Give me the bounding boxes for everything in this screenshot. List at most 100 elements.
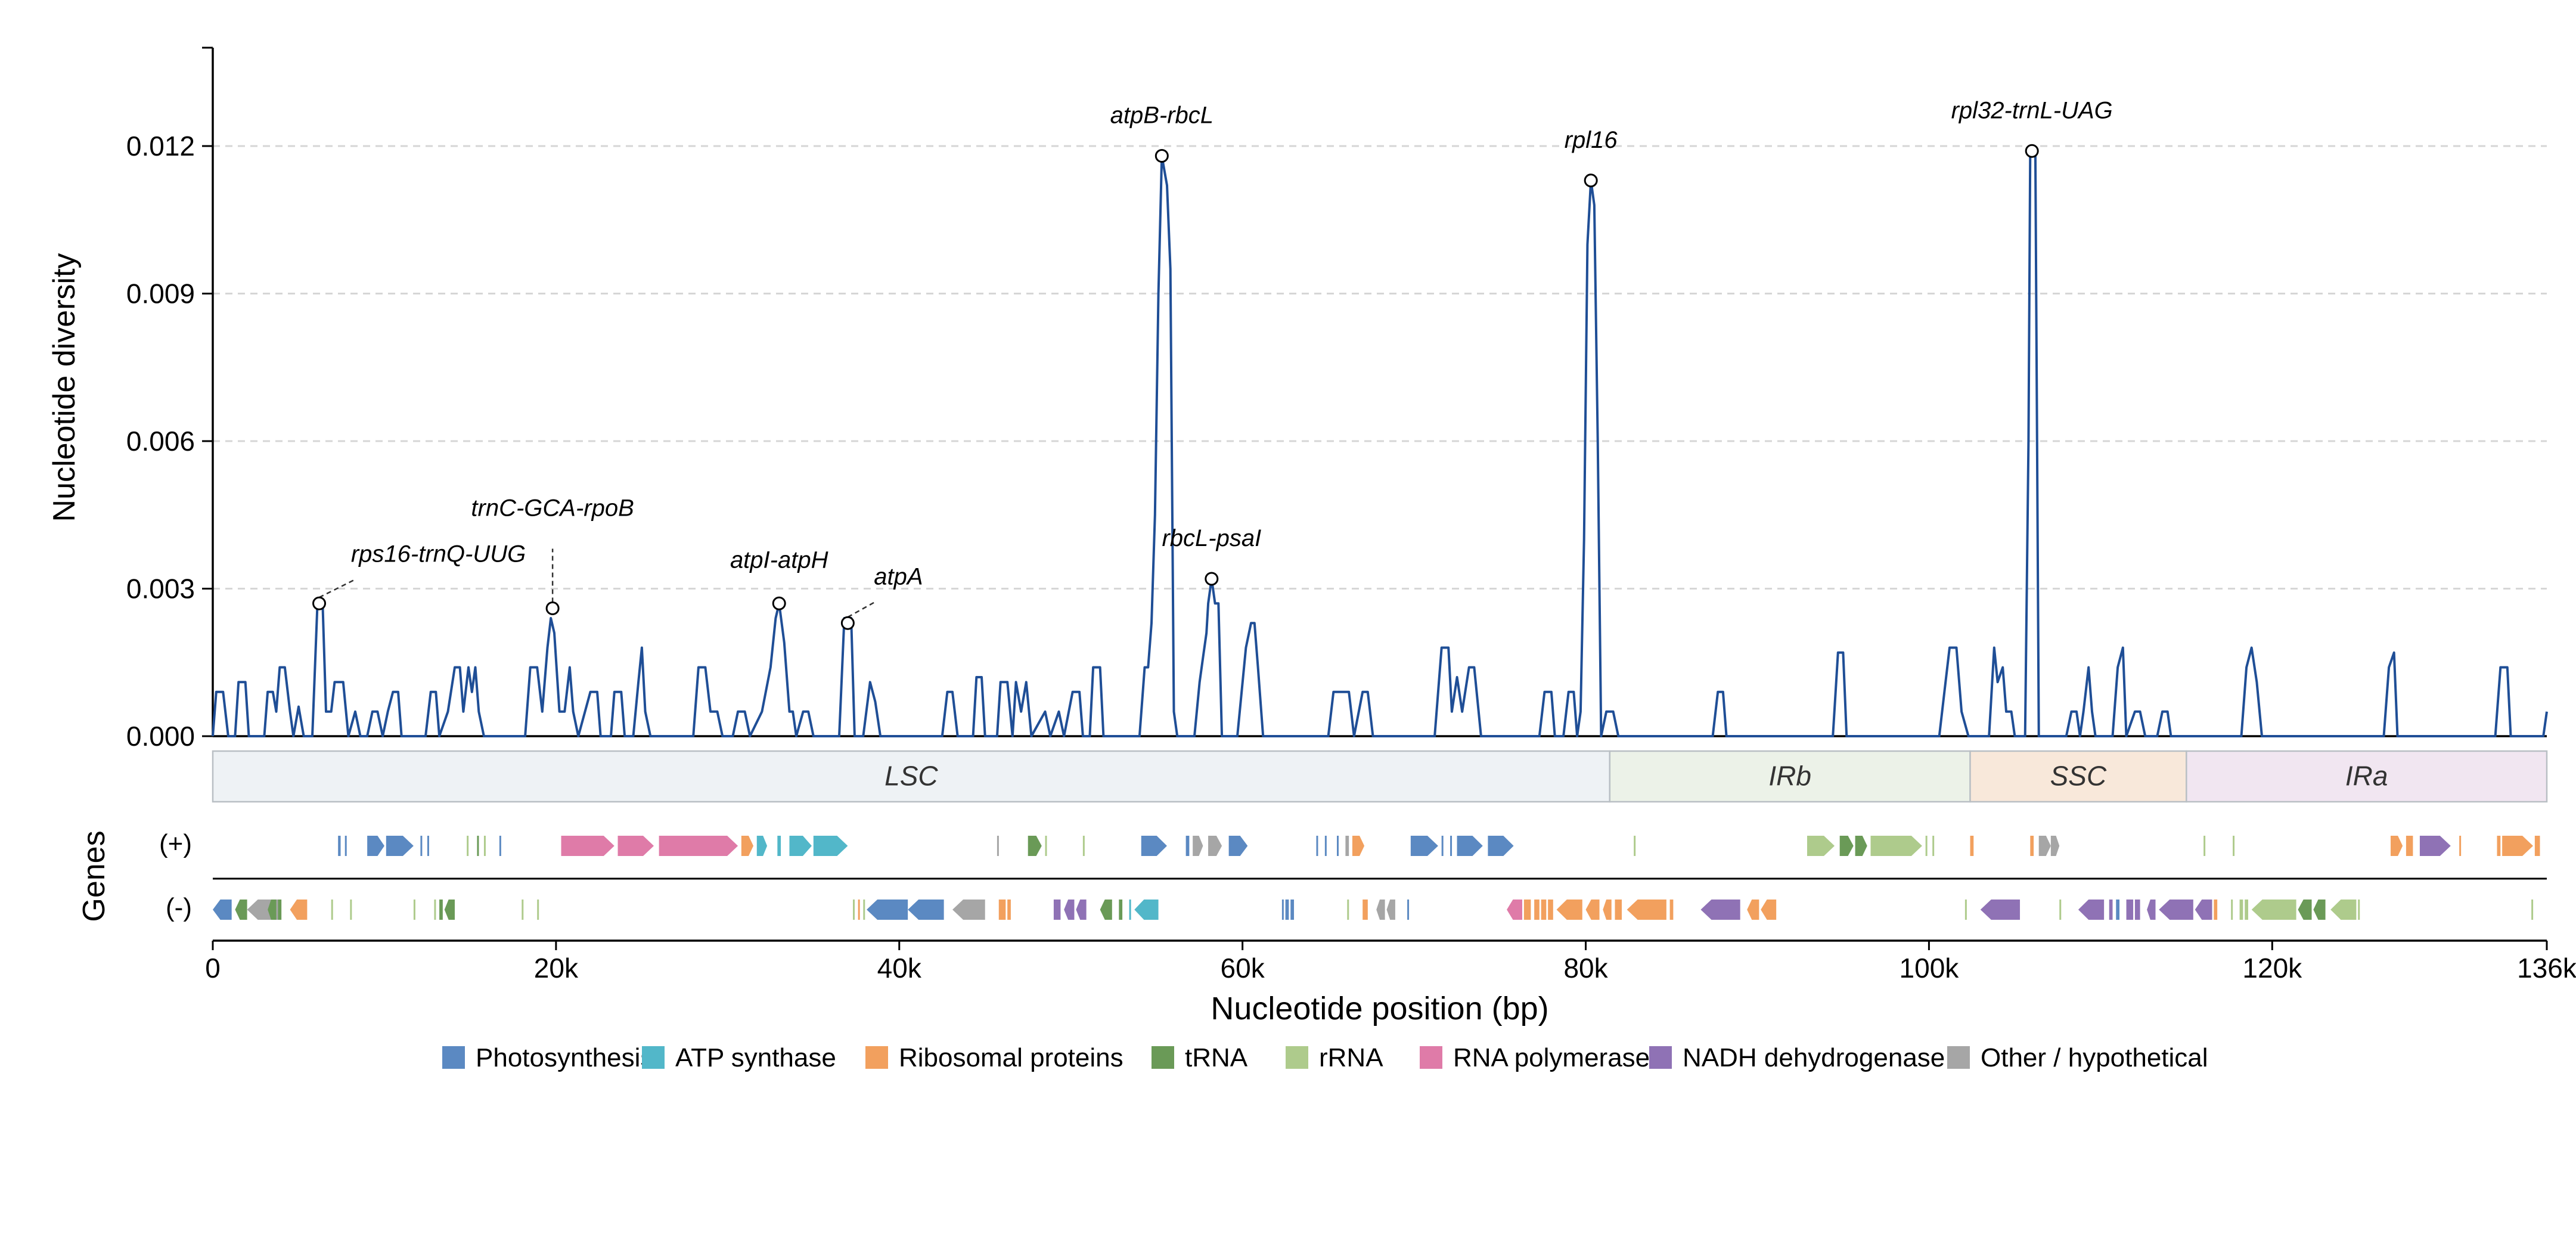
y-axis-label: Nucleotide diversity	[47, 253, 82, 522]
gene-ndh	[1076, 900, 1087, 920]
gene-ndh	[2126, 900, 2134, 920]
gene-rrna	[1347, 900, 1349, 920]
gene-trna	[477, 836, 479, 856]
legend-swatch-ribo	[865, 1046, 888, 1069]
x-tick-label: 136k	[2517, 953, 2576, 984]
y-tick-label: 0.009	[126, 278, 195, 309]
x-tick-label: 80k	[1563, 953, 1608, 984]
gene-atp	[756, 836, 768, 856]
gene-ribo	[1585, 900, 1600, 920]
gene-ribo	[998, 900, 1006, 920]
gene-ndh	[2419, 836, 2451, 856]
gene-other	[1345, 836, 1349, 856]
gene-rrna	[1964, 900, 1967, 920]
legend-swatch-rrna	[1286, 1046, 1308, 1069]
gene-ndh	[1700, 900, 1740, 920]
gene-ndh	[2159, 900, 2193, 920]
legend-label-other: Other / hypothetical	[1981, 1043, 2208, 1072]
gene-other	[952, 900, 985, 920]
legend-label-ribo: Ribosomal proteins	[899, 1043, 1123, 1072]
gene-trna	[2298, 900, 2312, 920]
y-tick-label: 0.003	[126, 573, 195, 604]
legend-label-rrna: rRNA	[1319, 1043, 1383, 1072]
gene-ribo	[2214, 900, 2218, 920]
gene-rnap	[617, 836, 654, 856]
gene-photo	[420, 836, 423, 856]
gene-ribo	[1363, 900, 1368, 920]
gene-ribo	[2390, 836, 2403, 856]
y-tick-label: 0.006	[126, 426, 195, 457]
gene-photo	[1324, 836, 1327, 856]
legend-label-trna: tRNA	[1185, 1043, 1248, 1072]
gene-ribo	[1541, 900, 1547, 920]
gene-ribo	[2502, 836, 2533, 856]
region-label: IRb	[1768, 761, 1811, 792]
legend-swatch-rnap	[1420, 1046, 1442, 1069]
gene-photo	[1410, 836, 1438, 856]
strand-plus-label: (+)	[159, 829, 192, 858]
gene-ribo	[1970, 836, 1974, 856]
gene-rrna	[1045, 836, 1047, 856]
gene-rrna	[522, 900, 524, 920]
peak-leader-line	[318, 579, 356, 598]
legend-label-ndh: NADH dehydrogenase	[1683, 1043, 1945, 1072]
gene-photo	[1290, 900, 1295, 920]
gene-ndh	[2147, 900, 2156, 920]
gene-rrna	[1634, 836, 1636, 856]
gene-trna	[278, 900, 282, 920]
x-axis: 0 20k 40k 60k 80k 100k 120k 136k	[205, 939, 2576, 984]
gene-ribo	[2030, 836, 2034, 856]
legend-label-rnap: RNA polymerase	[1453, 1043, 1650, 1072]
gene-atp	[777, 836, 781, 856]
gene-ribo	[1007, 900, 1011, 920]
gene-other	[2038, 836, 2051, 856]
gridlines	[213, 145, 2547, 590]
gene-rrna	[2245, 900, 2248, 920]
gene-photo	[1281, 900, 1284, 920]
axes: 0.000 0.003 0.006 0.009 0.012	[126, 46, 2547, 752]
peak-leader-line	[847, 601, 875, 618]
gene-other	[1376, 900, 1385, 920]
peak-label: rpl16	[1565, 127, 1618, 153]
gene-ribo	[1352, 836, 1365, 856]
gene-rrna	[2059, 900, 2062, 920]
gene-atp	[1134, 900, 1159, 920]
gene-rnap	[659, 836, 738, 856]
gene-trna	[1100, 900, 1112, 920]
gene-ribo	[1548, 900, 1553, 920]
gene-photo	[386, 836, 414, 856]
gene-trna	[1839, 836, 1854, 856]
legend-swatch-trna	[1152, 1046, 1174, 1069]
gene-other	[997, 836, 999, 856]
x-tick-label: 0	[205, 953, 221, 984]
legend-label-photo: Photosynthesis	[476, 1043, 653, 1072]
x-tick-label: 60k	[1221, 953, 1265, 984]
gene-rrna	[1870, 836, 1922, 856]
peak-marker	[312, 596, 327, 610]
peak-annotations: rps16-trnQ-UUG trnC-GCA-rpoB atpI-atpH atpA…	[312, 97, 2113, 630]
gene-atp	[813, 836, 848, 856]
gene-rrna	[2239, 900, 2243, 920]
gene-ribo	[1523, 900, 1531, 920]
gene-photo	[367, 836, 384, 856]
gene-rrna	[2330, 900, 2357, 920]
gene-atp	[789, 836, 812, 856]
region-label: LSC	[884, 761, 938, 792]
peak-marker	[545, 601, 560, 615]
gene-photo	[867, 900, 908, 920]
gene-ndh	[2134, 900, 2140, 920]
gene-photo	[338, 836, 341, 856]
gene-rrna	[1932, 836, 1935, 856]
gene-ribo	[290, 900, 308, 920]
gene-ribo	[858, 900, 860, 920]
gene-rnap	[561, 836, 614, 856]
gene-rrna	[413, 900, 415, 920]
gene-ribo	[741, 836, 754, 856]
peak-marker	[1584, 173, 1598, 188]
peak-label: rps16-trnQ-UUG	[351, 541, 526, 567]
gene-ribo	[2406, 836, 2413, 856]
diversity-series	[212, 150, 2548, 737]
gene-rrna	[1925, 836, 1928, 856]
peak-marker	[1154, 149, 1169, 163]
